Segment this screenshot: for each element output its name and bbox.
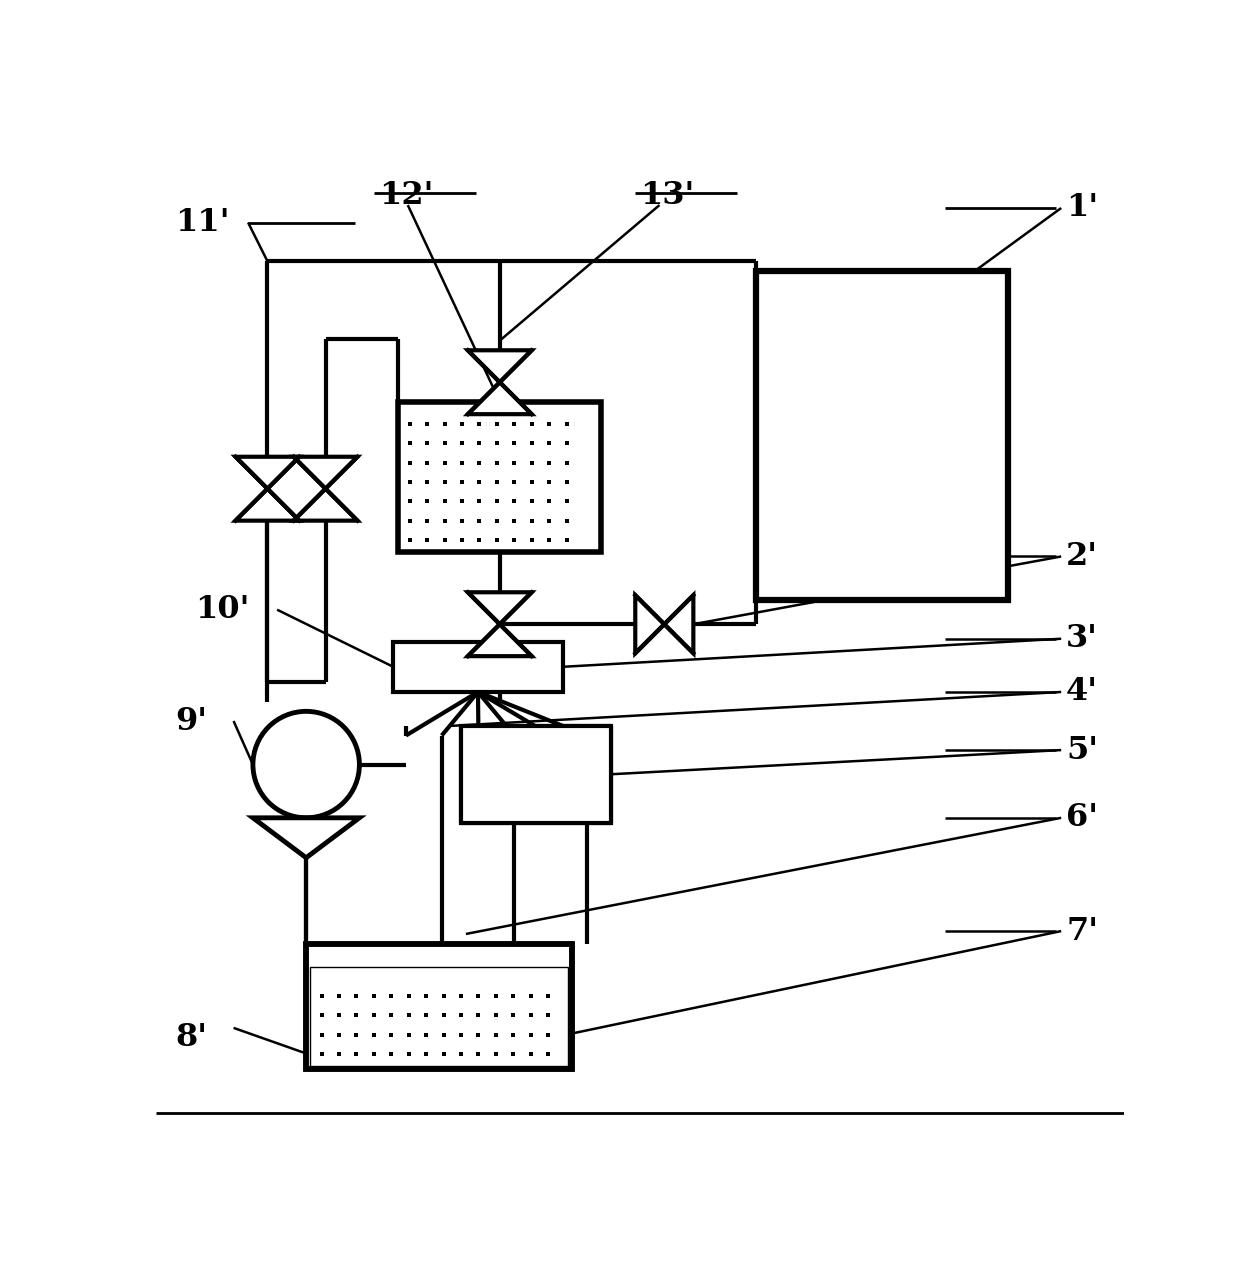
Bar <box>393 642 562 692</box>
Text: 13': 13' <box>641 180 694 211</box>
Polygon shape <box>468 351 532 383</box>
Polygon shape <box>664 596 693 654</box>
Text: 1': 1' <box>1067 193 1098 223</box>
Polygon shape <box>236 457 300 489</box>
Polygon shape <box>252 818 360 858</box>
Bar <box>306 944 572 1070</box>
Text: 8': 8' <box>175 1022 207 1053</box>
Bar <box>398 402 602 552</box>
Polygon shape <box>468 383 532 415</box>
Text: 6': 6' <box>1067 802 1098 833</box>
Polygon shape <box>468 624 532 656</box>
Text: 2': 2' <box>1067 541 1098 571</box>
Circle shape <box>252 711 360 818</box>
Text: 11': 11' <box>175 207 230 238</box>
Polygon shape <box>236 489 300 520</box>
Polygon shape <box>294 489 357 520</box>
Text: 9': 9' <box>175 705 207 737</box>
Bar <box>310 967 568 1066</box>
Text: 3': 3' <box>1067 623 1098 655</box>
Bar <box>306 944 572 1070</box>
Text: 10': 10' <box>195 594 250 625</box>
Polygon shape <box>294 457 357 489</box>
Polygon shape <box>468 592 532 624</box>
Text: 4': 4' <box>1067 677 1098 707</box>
Text: 5': 5' <box>1067 734 1098 765</box>
Bar <box>757 271 1008 600</box>
Polygon shape <box>636 596 664 654</box>
Text: 7': 7' <box>1067 915 1098 946</box>
Text: 12': 12' <box>378 180 433 211</box>
Bar <box>461 725 611 823</box>
